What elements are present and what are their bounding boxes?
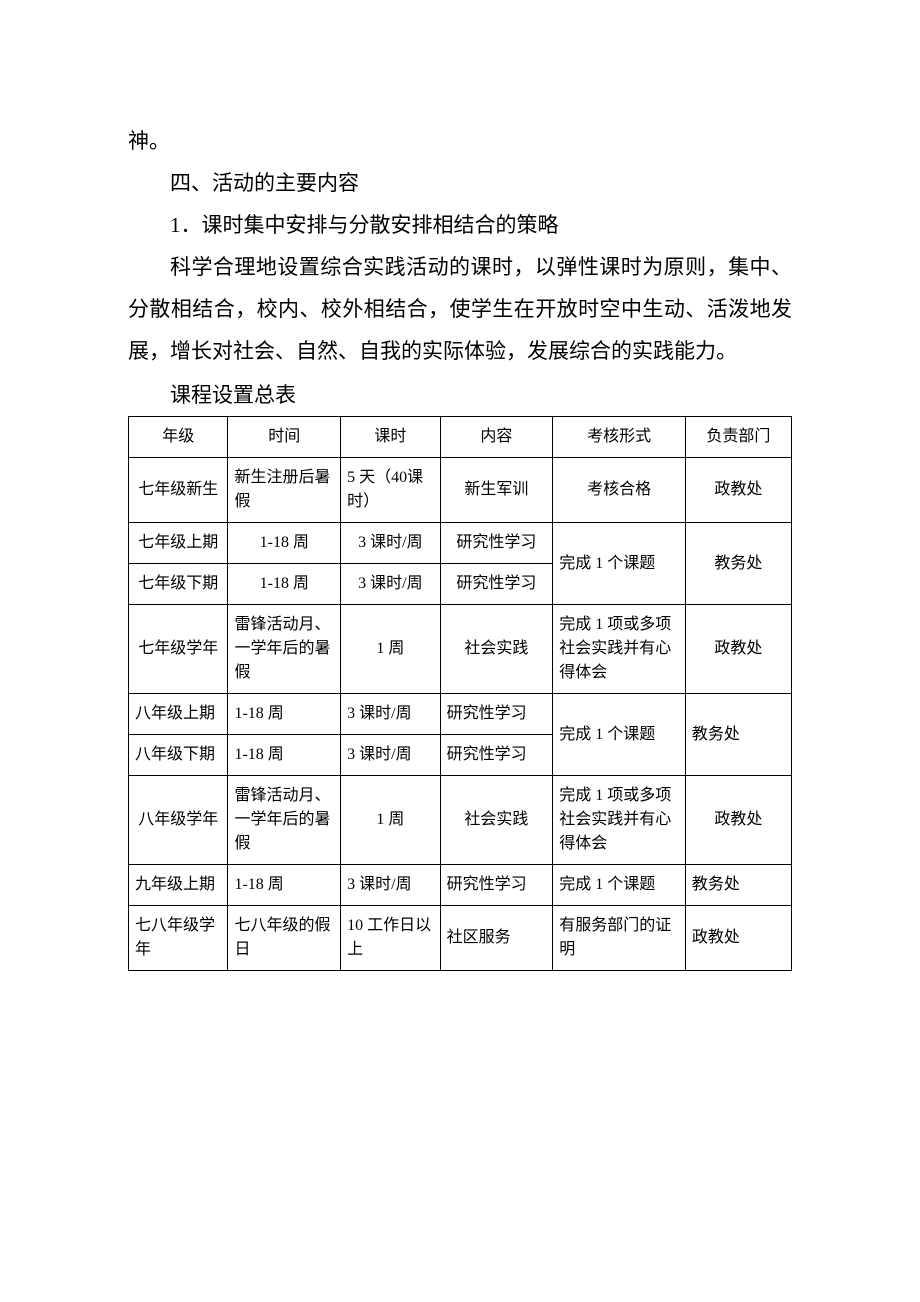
cell-grade: 七八年级学年 <box>129 906 228 971</box>
cell-dept: 教务处 <box>685 523 791 605</box>
heading-item-1: 1．课时集中安排与分散安排相结合的策略 <box>128 204 792 246</box>
cell-grade: 七年级新生 <box>129 458 228 523</box>
cell-hours: 10 工作日以上 <box>341 906 440 971</box>
cell-time: 1-18 周 <box>228 564 341 605</box>
table-header-row: 年级 时间 课时 内容 考核形式 负责部门 <box>129 417 792 458</box>
heading-section-4: 四、活动的主要内容 <box>128 162 792 204</box>
cell-grade: 七年级下期 <box>129 564 228 605</box>
cell-hours: 3 课时/周 <box>341 865 440 906</box>
cell-time: 1-18 周 <box>228 735 341 776</box>
cell-assess: 考核合格 <box>553 458 686 523</box>
cell-dept: 政教处 <box>685 776 791 865</box>
cell-time: 七八年级的假日 <box>228 906 341 971</box>
cell-dept: 教务处 <box>685 694 791 776</box>
th-hours: 课时 <box>341 417 440 458</box>
paragraph-continuation: 神。 <box>128 120 792 162</box>
cell-hours: 5 天（40课时） <box>341 458 440 523</box>
table-row: 八年级上期 1-18 周 3 课时/周 研究性学习 完成 1 个课题 教务处 <box>129 694 792 735</box>
table-row: 九年级上期 1-18 周 3 课时/周 研究性学习 完成 1 个课题 教务处 <box>129 865 792 906</box>
cell-content: 研究性学习 <box>440 523 553 564</box>
cell-content: 研究性学习 <box>440 564 553 605</box>
cell-grade: 七年级上期 <box>129 523 228 564</box>
cell-time: 雷锋活动月、一学年后的暑假 <box>228 776 341 865</box>
table-row: 七年级学年 雷锋活动月、一学年后的暑假 1 周 社会实践 完成 1 项或多项社会… <box>129 605 792 694</box>
cell-hours: 1 周 <box>341 776 440 865</box>
cell-content: 研究性学习 <box>440 735 553 776</box>
cell-dept: 教务处 <box>685 865 791 906</box>
cell-dept: 政教处 <box>685 458 791 523</box>
cell-grade: 八年级学年 <box>129 776 228 865</box>
cell-assess: 完成 1 个课题 <box>553 523 686 605</box>
cell-dept: 政教处 <box>685 906 791 971</box>
table-row: 七年级上期 1-18 周 3 课时/周 研究性学习 完成 1 个课题 教务处 <box>129 523 792 564</box>
th-grade: 年级 <box>129 417 228 458</box>
cell-assess: 有服务部门的证明 <box>553 906 686 971</box>
cell-grade: 八年级上期 <box>129 694 228 735</box>
table-row: 七年级新生 新生注册后暑假 5 天（40课时） 新生军训 考核合格 政教处 <box>129 458 792 523</box>
cell-dept: 政教处 <box>685 605 791 694</box>
th-assess: 考核形式 <box>553 417 686 458</box>
cell-hours: 3 课时/周 <box>341 694 440 735</box>
cell-assess: 完成 1 项或多项社会实践并有心得体会 <box>553 605 686 694</box>
table-row: 七八年级学年 七八年级的假日 10 工作日以上 社区服务 有服务部门的证明 政教… <box>129 906 792 971</box>
cell-time: 1-18 周 <box>228 865 341 906</box>
cell-time: 雷锋活动月、一学年后的暑假 <box>228 605 341 694</box>
cell-assess: 完成 1 项或多项社会实践并有心得体会 <box>553 776 686 865</box>
cell-hours: 3 课时/周 <box>341 735 440 776</box>
cell-time: 1-18 周 <box>228 523 341 564</box>
cell-content: 社区服务 <box>440 906 553 971</box>
cell-hours: 3 课时/周 <box>341 564 440 605</box>
th-dept: 负责部门 <box>685 417 791 458</box>
th-content: 内容 <box>440 417 553 458</box>
cell-grade: 九年级上期 <box>129 865 228 906</box>
cell-content: 社会实践 <box>440 776 553 865</box>
paragraph-body: 科学合理地设置综合实践活动的课时，以弹性课时为原则，集中、分散相结合，校内、校外… <box>128 246 792 372</box>
cell-hours: 3 课时/周 <box>341 523 440 564</box>
cell-assess: 完成 1 个课题 <box>553 865 686 906</box>
table-caption: 课程设置总表 <box>128 374 792 416</box>
cell-hours: 1 周 <box>341 605 440 694</box>
cell-content: 研究性学习 <box>440 865 553 906</box>
cell-time: 1-18 周 <box>228 694 341 735</box>
cell-content: 社会实践 <box>440 605 553 694</box>
cell-time: 新生注册后暑假 <box>228 458 341 523</box>
cell-grade: 八年级下期 <box>129 735 228 776</box>
cell-content: 新生军训 <box>440 458 553 523</box>
cell-assess: 完成 1 个课题 <box>553 694 686 776</box>
cell-content: 研究性学习 <box>440 694 553 735</box>
cell-grade: 七年级学年 <box>129 605 228 694</box>
curriculum-table: 年级 时间 课时 内容 考核形式 负责部门 七年级新生 新生注册后暑假 5 天（… <box>128 416 792 971</box>
table-row: 八年级学年 雷锋活动月、一学年后的暑假 1 周 社会实践 完成 1 项或多项社会… <box>129 776 792 865</box>
th-time: 时间 <box>228 417 341 458</box>
